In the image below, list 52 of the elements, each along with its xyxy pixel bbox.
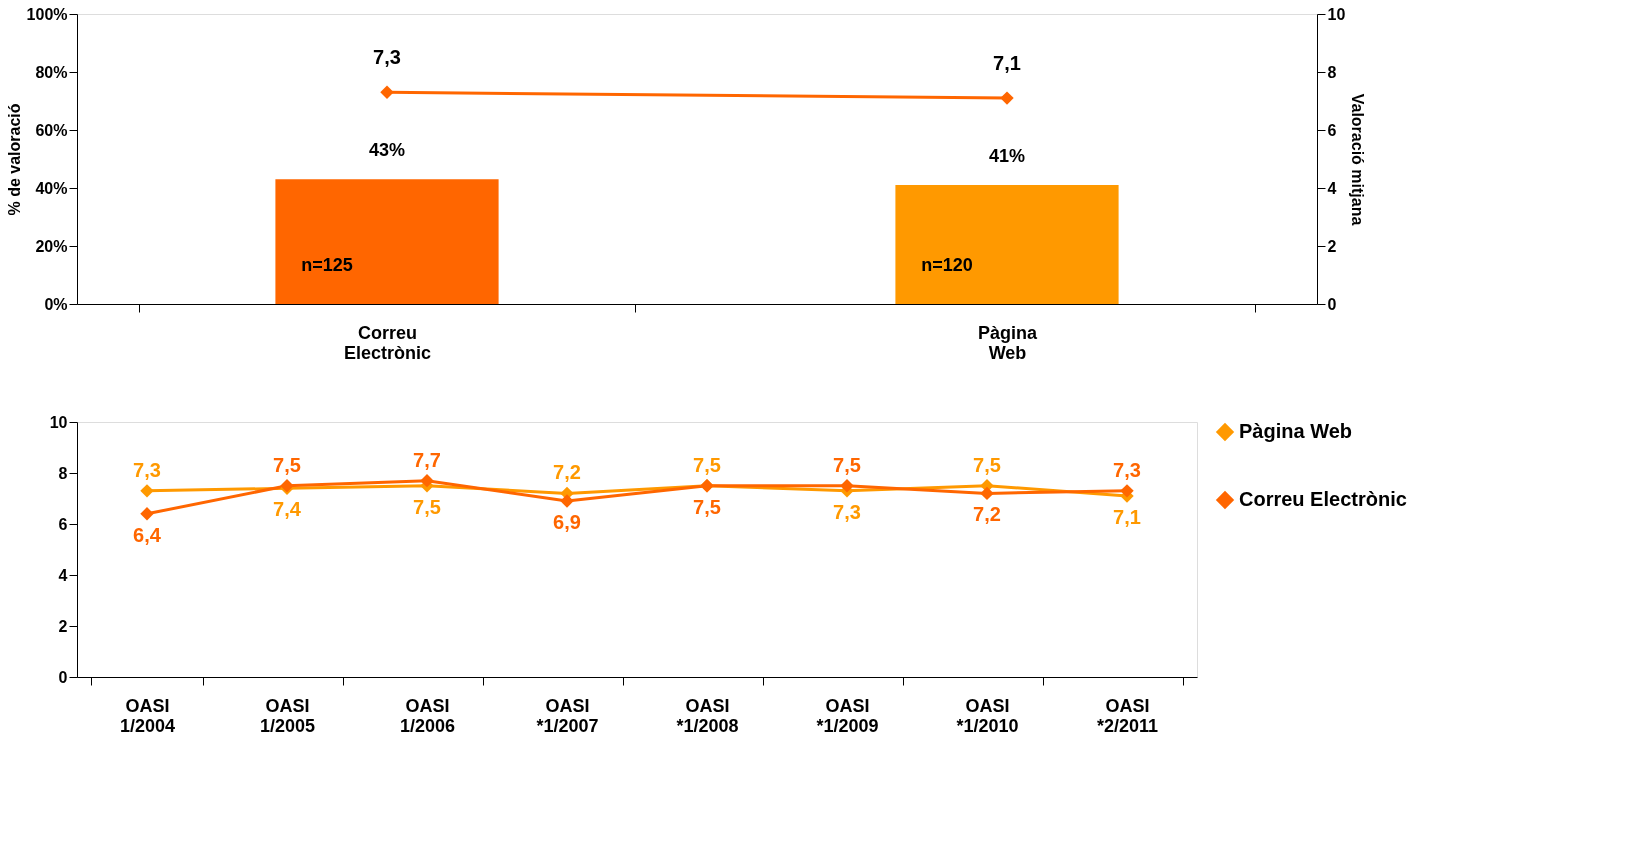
y-tick-label: 2 [58, 617, 68, 635]
data-label: 6,4 [133, 523, 162, 546]
y-tick-label: 4 [58, 566, 68, 584]
data-label: 7,3 [1113, 458, 1141, 481]
y2-tick-label: 8 [1327, 63, 1337, 81]
annotation: n=120 [921, 255, 973, 276]
legend-label: Correu Electrònic [1239, 488, 1407, 510]
data-label: 43% [368, 140, 406, 161]
data-label: 7,3 [833, 500, 861, 523]
data-label: 7,3 [133, 458, 161, 481]
y2-tick-label: 6 [1327, 121, 1337, 139]
data-label: 7,5 [273, 453, 301, 476]
y2-tick-label: 2 [1327, 237, 1337, 255]
x-tick-label: OASI 1/2004 [119, 695, 176, 736]
x-tick-label: OASI *1/2008 [676, 695, 739, 736]
x-tick-label: OASI *2/2011 [1096, 695, 1159, 736]
data-label: 7,5 [693, 495, 721, 518]
y2-axis-title: Valoració mitjana [1349, 93, 1367, 226]
y-tick-label: 20% [35, 237, 68, 255]
y-tick-label: 8 [58, 464, 68, 482]
data-label: 7,2 [553, 461, 581, 484]
x-tick-label: OASI *1/2007 [536, 695, 599, 736]
data-label: 6,9 [553, 511, 581, 534]
annotation: n=125 [301, 255, 353, 276]
x-tick-label: OASI *1/2009 [816, 695, 879, 736]
y-tick-label: 0 [58, 668, 68, 686]
data-label: 7,1 [993, 52, 1021, 75]
y-tick-label: 6 [58, 515, 68, 533]
data-label: 41% [988, 146, 1026, 167]
y-tick-label: 40% [35, 179, 68, 197]
y-tick-label: 10 [49, 413, 68, 431]
data-label: 7,7 [413, 448, 441, 471]
data-label: 7,5 [833, 453, 861, 476]
data-label: 7,5 [413, 495, 441, 518]
legend-label: Pàgina Web [1239, 420, 1352, 442]
y2-tick-label: 10 [1327, 5, 1346, 23]
y-tick-label: 80% [35, 63, 68, 81]
data-label: 7,5 [693, 453, 721, 476]
y2-tick-label: 4 [1327, 179, 1337, 197]
data-label: 7,4 [273, 498, 302, 521]
y-tick-label: 60% [35, 121, 68, 139]
data-label: 7,2 [973, 503, 1001, 526]
data-label: 7,1 [1113, 505, 1141, 528]
y-tick-label: 100% [26, 5, 68, 23]
data-label: 7,3 [373, 46, 401, 69]
x-tick-label: OASI *1/2010 [956, 695, 1019, 736]
data-label: 7,5 [973, 453, 1001, 476]
y2-tick-label: 0 [1327, 295, 1337, 313]
y-tick-label: 0% [44, 295, 68, 313]
x-tick-label: OASI 1/2005 [259, 695, 316, 736]
x-tick-label: OASI 1/2006 [399, 695, 456, 736]
y-axis-title: % de valoració [5, 103, 23, 216]
